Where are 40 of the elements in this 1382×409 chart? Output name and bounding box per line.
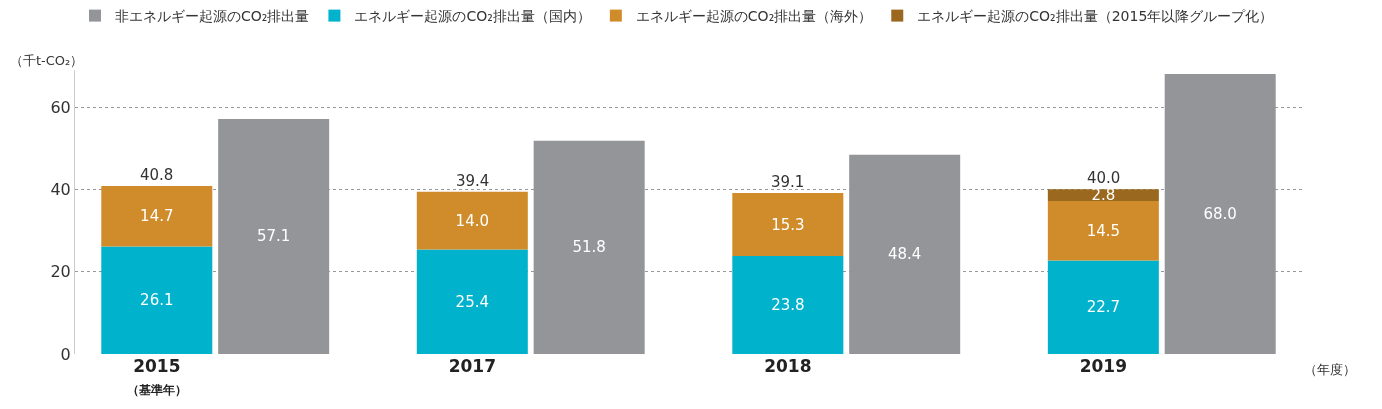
bar [416, 249, 528, 354]
data-label: 14.5 [1086, 221, 1121, 240]
legend-label: エネルギー起源のCO₂排出量（海外） [635, 8, 873, 25]
bar [1047, 260, 1159, 354]
data-label: 57.1 [256, 227, 291, 246]
x-axis-title: （年度） [1304, 362, 1356, 377]
bar [732, 193, 844, 257]
y-tick-label: 0 [60, 344, 71, 364]
data-label: 14.0 [455, 211, 490, 230]
data-label: 14.7 [140, 207, 174, 226]
bar [1047, 189, 1159, 201]
x-tick-label: 2018 [764, 356, 812, 376]
data-label: 68.0 [1203, 205, 1237, 224]
data-label: 22.7 [1086, 298, 1121, 317]
data-label: 26.1 [140, 291, 174, 310]
bar [416, 191, 528, 250]
y-tick-label: 20 [50, 262, 71, 282]
y-tick-label: 40 [50, 179, 71, 199]
bar [849, 154, 961, 354]
bar [101, 246, 213, 354]
y-tick-label: 60 [50, 97, 71, 117]
data-label: 48.4 [887, 245, 922, 264]
bar [732, 256, 844, 354]
data-label: 51.8 [572, 238, 606, 257]
total-label: 40.8 [140, 166, 174, 184]
x-tick-label: 2017 [448, 356, 496, 376]
x-tick-label: 2015 （基準年） [126, 356, 187, 398]
total-label: 40.0 [1087, 169, 1121, 187]
x-tick-label: 2019 [1079, 356, 1127, 376]
data-label: 15.3 [771, 215, 805, 234]
legend-label: 非エネルギー起源のCO₂排出量 [115, 8, 310, 25]
legend-label: エネルギー起源のCO₂排出量（2015年以降グループ化） [917, 8, 1274, 25]
data-label: 23.8 [771, 296, 805, 315]
total-label: 39.4 [456, 172, 490, 190]
y-axis-title: （千t-CO₂） [10, 53, 84, 68]
bar [1047, 200, 1159, 261]
bar [101, 186, 213, 247]
data-label: 25.4 [455, 292, 490, 311]
total-label: 39.1 [771, 173, 805, 191]
legend-label: エネルギー起源のCO₂排出量（国内） [354, 8, 591, 25]
